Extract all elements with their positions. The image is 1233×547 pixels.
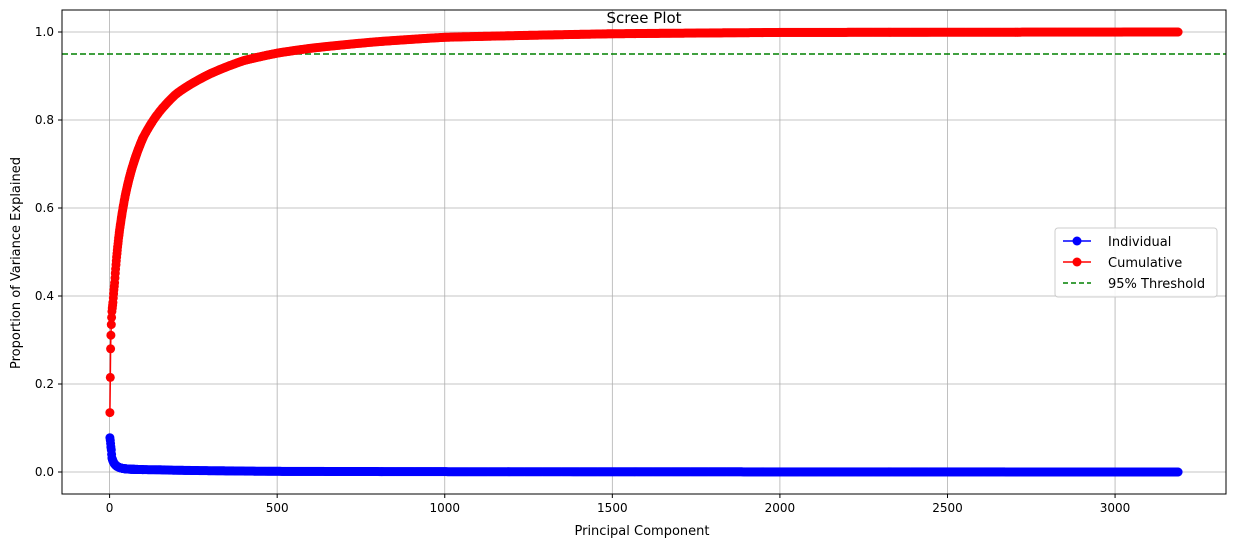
data-point-individual — [1173, 467, 1183, 477]
y-tick-label: 0.4 — [35, 289, 54, 303]
data-point-cumulative — [105, 372, 115, 382]
y-tick-label: 1.0 — [35, 25, 54, 39]
x-tick-label: 1500 — [597, 501, 628, 515]
legend-marker-cumulative — [1072, 257, 1082, 267]
legend-frame — [1054, 227, 1218, 298]
data-point-cumulative — [105, 408, 115, 418]
y-tick-label: 0.6 — [35, 201, 54, 215]
series-line-cumulative — [109, 31, 1179, 413]
series-cumulative — [105, 27, 1183, 418]
chart-title: Scree Plot — [606, 9, 681, 27]
legend: Individual Cumulative 95% Threshold — [1054, 227, 1218, 298]
x-tick-label: 500 — [266, 501, 289, 515]
legend-entry-individual: Individual — [1063, 235, 1171, 250]
legend-marker-individual — [1072, 236, 1082, 246]
y-tick-label: 0.0 — [35, 465, 54, 479]
y-axis-ticks: 0.0 0.2 0.4 0.6 0.8 1.0 — [35, 25, 62, 479]
data-point-cumulative — [106, 330, 116, 340]
y-axis-title: Proportion of Variance Explained — [9, 157, 24, 369]
plot-frame — [61, 9, 1227, 495]
series-individual — [105, 433, 1183, 477]
legend-label-cumulative: Cumulative — [1108, 256, 1182, 271]
legend-entry-cumulative: Cumulative — [1063, 256, 1182, 271]
legend-label-threshold: 95% Threshold — [1108, 277, 1205, 292]
grid-lines — [62, 10, 1226, 494]
legend-label-individual: Individual — [1108, 235, 1171, 250]
x-tick-label: 2500 — [932, 501, 963, 515]
data-point-cumulative — [1173, 27, 1183, 37]
data-point-cumulative — [106, 320, 116, 330]
y-tick-label: 0.2 — [35, 377, 54, 391]
data-point-cumulative — [106, 344, 116, 354]
x-axis-title: Principal Component — [574, 524, 709, 539]
x-tick-label: 1000 — [429, 501, 460, 515]
x-tick-label: 3000 — [1100, 501, 1131, 515]
legend-entry-threshold: 95% Threshold — [1063, 277, 1205, 292]
series-layer — [105, 27, 1183, 477]
x-tick-label: 0 — [106, 501, 114, 515]
x-axis-ticks: 0 500 1000 1500 2000 2500 3000 — [106, 494, 1131, 515]
y-tick-label: 0.8 — [35, 113, 54, 127]
x-tick-label: 2000 — [765, 501, 796, 515]
